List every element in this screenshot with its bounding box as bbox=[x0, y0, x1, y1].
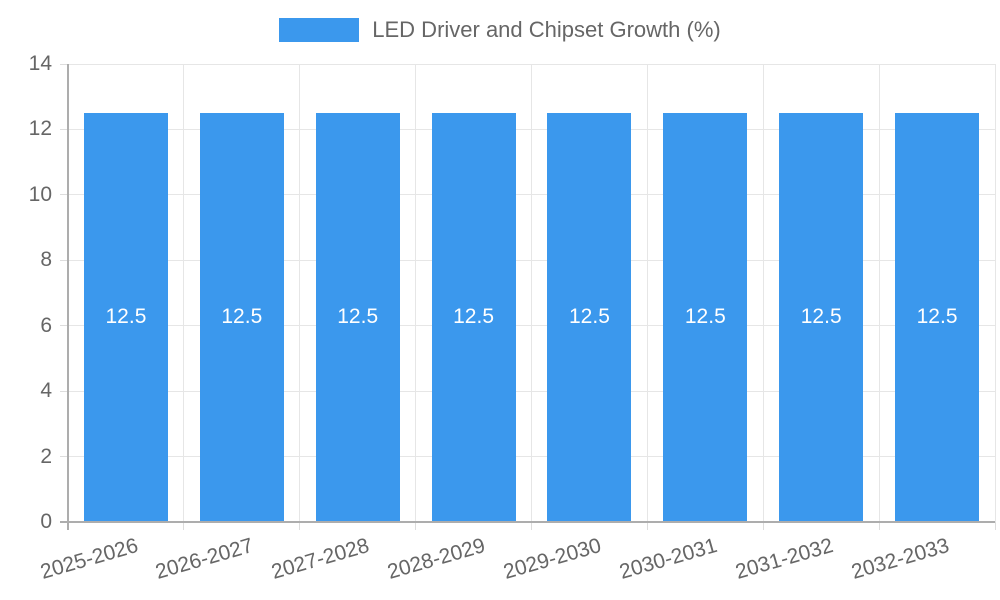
y-tick-label: 10 bbox=[28, 182, 52, 206]
gridline-vertical bbox=[994, 64, 996, 522]
y-axis-tick bbox=[60, 128, 68, 130]
bar: 12.5 bbox=[663, 113, 748, 521]
x-tick-label: 2030-2031 bbox=[616, 534, 720, 584]
bar: 12.5 bbox=[199, 113, 284, 521]
x-tick-label: 2031-2032 bbox=[732, 534, 836, 584]
bar-value-label: 12.5 bbox=[337, 305, 379, 329]
bar: 12.5 bbox=[779, 113, 864, 521]
gridline-vertical bbox=[183, 64, 185, 522]
y-tick-label: 14 bbox=[28, 52, 52, 75]
y-tick-label: 6 bbox=[40, 313, 52, 337]
x-axis-tick bbox=[415, 522, 417, 530]
bar-value-label: 12.5 bbox=[916, 305, 958, 329]
gridline-vertical bbox=[415, 64, 417, 522]
x-axis-tick bbox=[299, 522, 301, 530]
y-tick-label: 4 bbox=[40, 379, 52, 403]
x-axis-tick bbox=[531, 522, 532, 530]
x-axis-tick bbox=[994, 522, 996, 530]
x-tick-label: 2028-2029 bbox=[385, 534, 488, 584]
y-tick-label: 2 bbox=[40, 444, 52, 468]
chart-legend[interactable]: LED Driver and Chipset Growth (%) bbox=[0, 17, 1000, 43]
y-axis-line bbox=[67, 64, 69, 530]
gridline-vertical bbox=[878, 64, 880, 522]
y-tick-label: 8 bbox=[40, 248, 52, 272]
legend-swatch bbox=[279, 18, 360, 42]
bar-value-label: 12.5 bbox=[105, 305, 147, 329]
y-tick-label: 12 bbox=[28, 117, 52, 141]
y-axis-tick bbox=[60, 194, 68, 196]
x-tick-label: 2032-2033 bbox=[848, 534, 952, 584]
bar-value-label: 12.5 bbox=[569, 305, 610, 329]
bar: 12.5 bbox=[431, 113, 516, 521]
bar-value-label: 12.5 bbox=[800, 305, 842, 329]
y-axis-tick bbox=[60, 390, 68, 392]
x-tick-label: 2025-2026 bbox=[37, 534, 141, 584]
x-tick-label: 2026-2027 bbox=[153, 534, 257, 584]
bar: 12.5 bbox=[547, 113, 632, 521]
x-axis-line bbox=[60, 521, 995, 523]
bar: 12.5 bbox=[83, 113, 168, 521]
bar: 12.5 bbox=[315, 113, 400, 521]
x-axis-tick bbox=[762, 522, 764, 530]
x-axis-tick bbox=[183, 522, 185, 530]
y-axis-tick bbox=[60, 325, 68, 327]
y-axis-tick bbox=[60, 259, 68, 261]
legend-label: LED Driver and Chipset Growth (%) bbox=[372, 17, 721, 42]
x-tick-label: 2027-2028 bbox=[269, 534, 373, 584]
bar-value-label: 12.5 bbox=[684, 305, 726, 329]
gridline-vertical bbox=[299, 64, 301, 522]
gridline-vertical bbox=[531, 64, 532, 522]
bar-value-label: 12.5 bbox=[453, 305, 494, 329]
x-axis-tick bbox=[646, 522, 648, 530]
gridline-vertical bbox=[762, 64, 764, 522]
bar: 12.5 bbox=[895, 113, 980, 521]
bar-value-label: 12.5 bbox=[221, 305, 263, 329]
gridline-vertical bbox=[646, 64, 648, 522]
y-axis-tick bbox=[60, 456, 68, 458]
x-axis-tick bbox=[878, 522, 880, 530]
x-tick-label: 2029-2030 bbox=[500, 534, 604, 584]
y-axis-tick bbox=[60, 63, 68, 65]
y-tick-label: 0 bbox=[40, 510, 52, 533]
